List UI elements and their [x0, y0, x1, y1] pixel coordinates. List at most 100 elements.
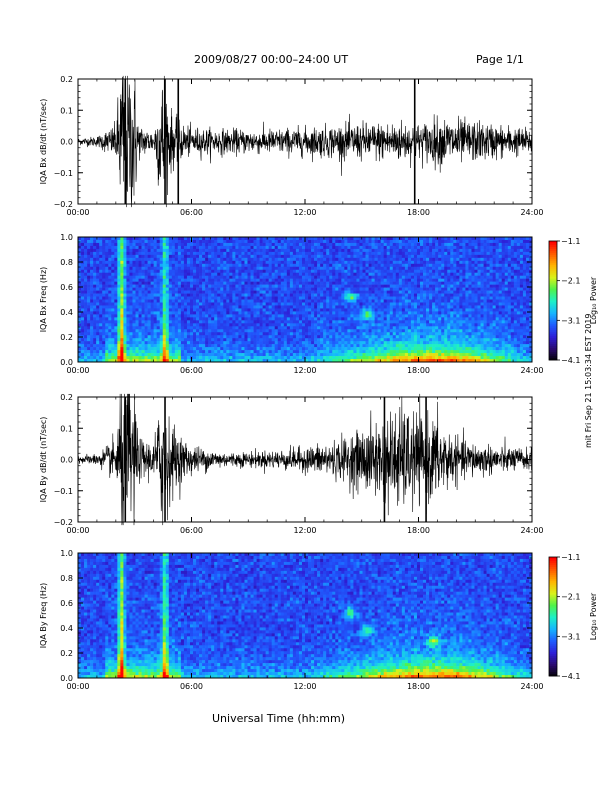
- spectrogram-cell: [159, 287, 164, 291]
- spectrogram-cell: [114, 257, 118, 262]
- spectrogram-cell: [180, 344, 185, 348]
- spectrogram-cell: [353, 359, 357, 363]
- spectrogram-cell: [314, 245, 318, 250]
- spectrogram-cell: [398, 251, 403, 256]
- spectrogram-cell: [138, 290, 142, 294]
- spectrogram-cell: [180, 237, 185, 241]
- spectrogram-cell: [338, 275, 342, 279]
- spectrogram-cell: [344, 344, 348, 348]
- spectrogram-cell: [426, 257, 430, 262]
- spectrogram-cell: [286, 311, 291, 315]
- spectrogram-cell: [90, 260, 94, 265]
- spectrogram-cell: [335, 251, 339, 256]
- spectrogram-cell: [286, 257, 291, 262]
- spectrogram-cell: [353, 302, 357, 306]
- spectrogram-cell: [392, 237, 397, 241]
- spectrogram-cell: [326, 263, 330, 268]
- spectrogram-cell: [135, 329, 139, 333]
- spectrogram-cell: [177, 266, 182, 271]
- spectrogram-cell: [323, 254, 327, 259]
- spectrogram-cell: [314, 269, 318, 274]
- spectrogram-cell: [84, 350, 88, 354]
- spectrogram-cell: [335, 245, 339, 250]
- spectrogram-cell: [153, 338, 157, 342]
- spectrogram-cell: [274, 323, 279, 327]
- spectrogram-cell: [292, 320, 297, 324]
- spectrogram-cell: [383, 299, 388, 303]
- spectrogram-cell: [159, 317, 164, 321]
- spectrogram-cell: [256, 350, 260, 354]
- spectrogram-cell: [383, 359, 388, 363]
- spectrogram-cell: [404, 314, 409, 318]
- spectrogram-cell: [298, 266, 303, 271]
- spectrogram-cell: [217, 335, 221, 339]
- spectrogram-cell: [277, 266, 282, 271]
- spectrogram-cell: [347, 347, 351, 351]
- spectrogram-cell: [96, 269, 100, 274]
- spectrogram-cell: [365, 332, 369, 336]
- spectrogram-cell: [211, 237, 215, 241]
- spectrogram-cell: [314, 311, 318, 315]
- spectrogram-cell: [301, 266, 306, 271]
- spectrogram-cell: [144, 239, 148, 244]
- spectrogram-cell: [189, 326, 194, 330]
- spectrogram-cell: [117, 299, 121, 303]
- spectrogram-cell: [114, 272, 118, 276]
- spectrogram-cell: [147, 356, 151, 360]
- spectrogram-cell: [426, 266, 430, 271]
- spectrogram-cell: [365, 284, 369, 288]
- spectrogram-cell: [244, 242, 248, 247]
- spectrogram-cell: [311, 332, 315, 336]
- spectrogram-cell: [253, 242, 257, 247]
- spectrogram-cell: [268, 326, 273, 330]
- spectrogram-cell: [268, 302, 273, 306]
- spectrogram-cell: [404, 356, 409, 360]
- spectrogram-cell: [253, 344, 257, 348]
- spectrogram-cell: [186, 344, 191, 348]
- spectrogram-cell: [223, 356, 227, 360]
- spectrogram-cell: [350, 284, 354, 288]
- spectrogram-cell: [123, 296, 127, 300]
- spectrogram-cell: [159, 305, 164, 309]
- spectrogram-cell: [423, 239, 427, 244]
- spectrogram-cell: [186, 317, 191, 321]
- spectrogram-cell: [193, 293, 197, 297]
- spectrogram-cell: [111, 239, 115, 244]
- spectrogram-cell: [289, 251, 294, 256]
- spectrogram-cell: [193, 257, 197, 262]
- spectrogram-cell: [280, 254, 285, 259]
- spectrogram-cell: [247, 260, 251, 265]
- spectrogram-cell: [356, 257, 360, 262]
- spectrogram-cell: [217, 356, 221, 360]
- spectrogram-cell: [108, 296, 112, 300]
- spectrogram-cell: [404, 302, 409, 306]
- spectrogram-cell: [347, 329, 351, 333]
- spectrogram-cell: [217, 278, 221, 282]
- spectrogram-cell: [229, 248, 233, 253]
- spectrogram-cell: [350, 320, 354, 324]
- spectrogram-cell: [177, 329, 182, 333]
- spectrogram-cell: [208, 332, 212, 336]
- spectrogram-cell: [241, 287, 245, 291]
- spectrogram-cell: [359, 290, 363, 294]
- spectrogram-cell: [407, 248, 412, 253]
- spectrogram-cell: [150, 296, 154, 300]
- spectrogram-cell: [395, 308, 400, 312]
- spectrogram-cell: [338, 344, 342, 348]
- spectrogram-cell: [274, 281, 279, 285]
- spectrogram-cell: [150, 237, 154, 241]
- spectrogram-cell: [105, 263, 109, 268]
- spectrogram-cell: [362, 305, 366, 309]
- spectrogram-cell: [196, 311, 200, 315]
- spectrogram-cell: [199, 254, 203, 259]
- spectrogram-cell: [305, 308, 309, 312]
- spectrogram-cell: [123, 341, 127, 345]
- spectrogram-cell: [105, 269, 109, 274]
- spectrogram-cell: [280, 302, 285, 306]
- spectrogram-cell: [84, 293, 88, 297]
- spectrogram-cell: [380, 338, 384, 342]
- spectrogram-cell: [362, 278, 366, 282]
- spectrogram-cell: [292, 356, 297, 360]
- spectrogram-cell: [165, 302, 170, 306]
- spectrogram-cell: [259, 302, 263, 306]
